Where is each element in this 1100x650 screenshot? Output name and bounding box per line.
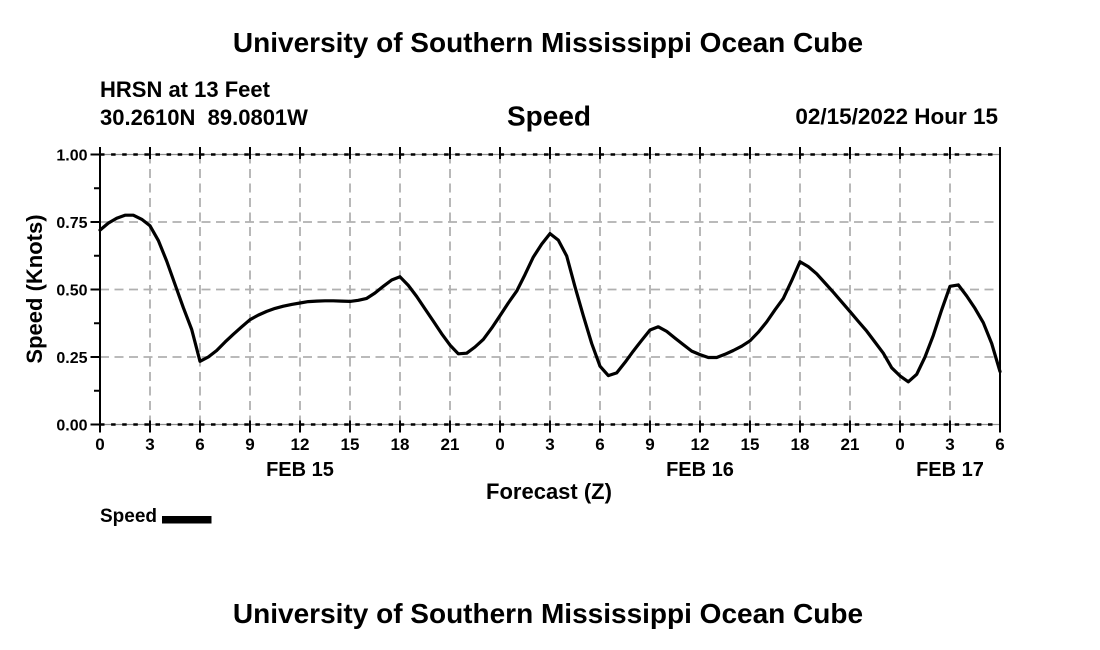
svg-text:9: 9 (645, 435, 654, 454)
svg-text:6: 6 (195, 435, 204, 454)
svg-text:6: 6 (995, 435, 1004, 454)
svg-text:FEB 16: FEB 16 (666, 459, 734, 481)
svg-text:02/15/2022 Hour 15: 02/15/2022 Hour 15 (795, 104, 998, 129)
svg-text:3: 3 (545, 435, 554, 454)
svg-text:FEB 17: FEB 17 (916, 459, 984, 481)
svg-text:6: 6 (595, 435, 604, 454)
svg-text:0: 0 (495, 435, 504, 454)
svg-text:18: 18 (791, 435, 810, 454)
svg-text:3: 3 (945, 435, 954, 454)
svg-text:University of Southern Mississ: University of Southern Mississippi Ocean… (233, 27, 863, 58)
svg-text:30.2610N 89.0801W: 30.2610N 89.0801W (100, 105, 308, 130)
svg-text:0.25: 0.25 (56, 350, 87, 367)
svg-text:Speed (Knots): Speed (Knots) (22, 214, 47, 363)
svg-text:0.50: 0.50 (56, 283, 87, 300)
svg-text:Forecast (Z): Forecast (Z) (486, 479, 612, 504)
svg-text:Speed: Speed (507, 101, 591, 132)
svg-text:0.00: 0.00 (56, 418, 87, 435)
svg-text:21: 21 (441, 435, 460, 454)
svg-text:15: 15 (741, 435, 760, 454)
svg-text:3: 3 (145, 435, 154, 454)
svg-text:Speed: Speed (100, 506, 157, 527)
svg-text:HRSN at 13 Feet: HRSN at 13 Feet (100, 77, 271, 102)
svg-text:University of Southern Mississ: University of Southern Mississippi Ocean… (233, 598, 863, 629)
svg-text:0: 0 (895, 435, 904, 454)
svg-text:9: 9 (245, 435, 254, 454)
svg-text:1.00: 1.00 (56, 148, 87, 165)
svg-text:21: 21 (841, 435, 860, 454)
svg-text:0.75: 0.75 (56, 215, 87, 232)
svg-text:12: 12 (691, 435, 710, 454)
svg-text:FEB 15: FEB 15 (266, 459, 334, 481)
svg-text:18: 18 (391, 435, 410, 454)
svg-text:15: 15 (341, 435, 360, 454)
svg-text:0: 0 (95, 435, 104, 454)
svg-text:12: 12 (291, 435, 310, 454)
